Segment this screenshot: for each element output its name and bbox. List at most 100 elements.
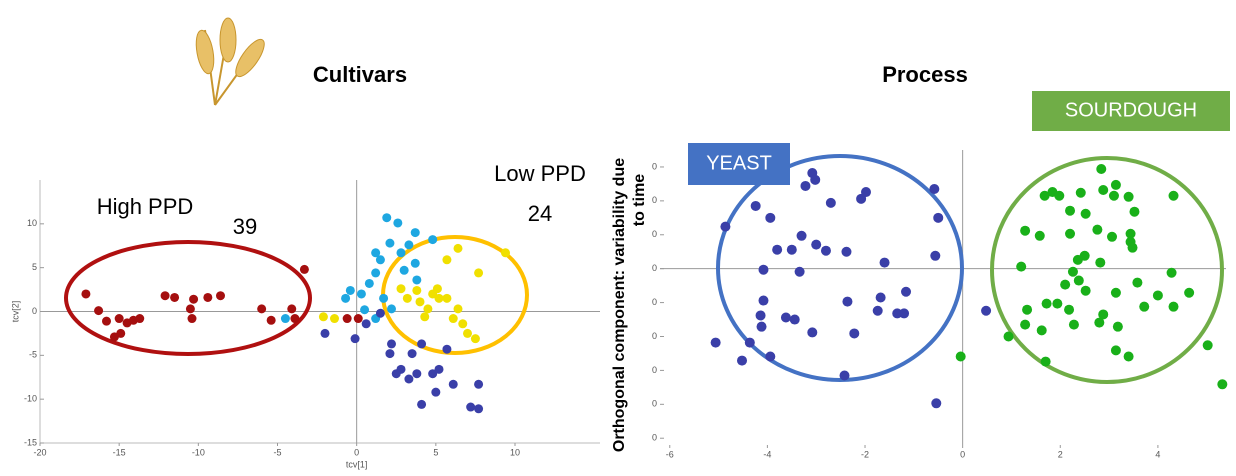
x-tick-label: -10	[192, 447, 205, 457]
point	[410, 228, 420, 238]
point	[318, 312, 328, 322]
point	[375, 308, 385, 318]
cluster-ellipse	[716, 154, 964, 382]
point	[417, 339, 427, 349]
y-axis-label: tcv[2]	[10, 301, 20, 323]
point	[800, 180, 811, 191]
point	[1080, 285, 1091, 296]
point	[342, 314, 352, 324]
point	[432, 284, 442, 294]
point	[737, 355, 748, 366]
point	[1166, 267, 1177, 278]
point	[396, 284, 406, 294]
point	[330, 314, 339, 324]
chart-title: Cultivars	[313, 62, 407, 87]
point	[474, 379, 484, 389]
point	[350, 334, 360, 344]
point	[379, 293, 389, 303]
annotation: SOURDOUGH	[1065, 99, 1197, 121]
point	[860, 187, 871, 198]
point	[412, 275, 422, 285]
point	[170, 292, 180, 302]
point	[434, 293, 444, 303]
point	[849, 328, 860, 339]
point	[1110, 287, 1121, 298]
point	[772, 244, 783, 255]
point	[758, 295, 769, 306]
point	[474, 404, 484, 414]
cluster-ellipse	[990, 156, 1224, 384]
x-tick-label: -15	[113, 447, 126, 457]
x-axis-label: tcv[1]	[346, 459, 368, 469]
wheat-icon	[195, 17, 265, 106]
point	[189, 294, 199, 304]
point	[1067, 266, 1078, 277]
point	[789, 314, 800, 325]
y-axis-label: to time	[631, 174, 648, 227]
point	[1068, 319, 1079, 330]
point	[1112, 321, 1123, 332]
point	[442, 255, 452, 265]
point	[1095, 257, 1106, 268]
point	[382, 213, 392, 223]
point	[320, 328, 330, 338]
point	[839, 370, 850, 381]
point	[1202, 340, 1213, 351]
y-tick-label: 0	[652, 365, 657, 375]
point	[1123, 191, 1134, 202]
point	[442, 344, 452, 354]
point	[879, 257, 890, 268]
point	[371, 268, 381, 278]
point	[750, 200, 761, 211]
point	[1098, 309, 1109, 320]
point	[825, 197, 836, 208]
point	[929, 183, 940, 194]
annotation: High PPD	[97, 194, 194, 219]
point	[899, 308, 910, 319]
point	[216, 291, 225, 301]
point	[981, 305, 992, 316]
point	[187, 314, 197, 324]
x-tick-label: 5	[433, 447, 438, 457]
x-tick-label: 0	[960, 449, 965, 459]
y-tick-label: -15	[24, 437, 37, 447]
point	[463, 328, 472, 338]
point	[341, 293, 351, 303]
x-tick-label: -5	[273, 447, 281, 457]
point	[423, 304, 433, 314]
point	[820, 245, 831, 256]
point	[1108, 190, 1119, 201]
point	[1168, 301, 1179, 312]
point	[160, 291, 170, 301]
x-tick-label: 2	[1058, 449, 1063, 459]
point	[1139, 301, 1150, 312]
point	[1065, 205, 1076, 216]
point	[1184, 287, 1195, 298]
label-box	[688, 143, 790, 185]
point	[81, 289, 91, 299]
point	[135, 314, 145, 324]
point	[1073, 275, 1084, 286]
y-tick-label: -10	[24, 394, 37, 404]
point	[1110, 345, 1121, 356]
y-tick-label: 0	[652, 161, 657, 171]
point	[385, 349, 395, 359]
point	[353, 314, 363, 324]
point	[404, 374, 414, 384]
point	[1065, 228, 1076, 239]
point	[1060, 279, 1071, 290]
point	[290, 314, 300, 324]
y-tick-label: 0	[652, 399, 657, 409]
point	[203, 292, 213, 302]
point	[448, 314, 458, 324]
label-box	[1032, 91, 1230, 131]
point	[412, 285, 422, 295]
point	[345, 285, 355, 295]
point	[720, 221, 731, 232]
point	[841, 246, 852, 257]
x-tick-label: 10	[510, 447, 520, 457]
point	[892, 308, 903, 319]
point	[415, 297, 425, 307]
point	[442, 293, 452, 303]
